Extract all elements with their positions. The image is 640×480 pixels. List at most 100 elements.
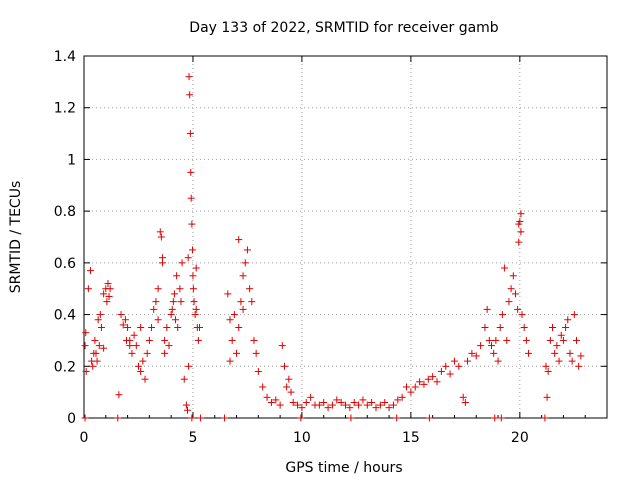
data-point: [188, 414, 196, 422]
data-point: [143, 349, 151, 357]
data-point: [283, 383, 291, 391]
data-point: [263, 393, 271, 401]
data-point: [551, 349, 559, 357]
data-point: [189, 285, 197, 293]
data-point: [498, 311, 506, 319]
data-point: [226, 316, 234, 324]
data-point: [509, 272, 517, 280]
data-point: [248, 298, 256, 306]
data-point: [389, 401, 397, 409]
data-point: [182, 401, 190, 409]
data-point: [150, 305, 158, 313]
data-point: [94, 316, 102, 324]
data-point: [520, 324, 528, 331]
data-point: [106, 285, 114, 293]
data-point: [324, 404, 332, 412]
data-point: [174, 324, 182, 331]
data-point: [170, 290, 178, 298]
data-point: [450, 357, 458, 365]
data-point: [93, 357, 101, 365]
data-point: [515, 238, 523, 246]
data-point: [491, 414, 499, 422]
x-tick-label: 0: [80, 430, 89, 446]
data-point: [496, 324, 504, 331]
data-point: [446, 370, 454, 378]
data-point: [246, 285, 254, 293]
data-point: [483, 305, 491, 313]
data-point: [114, 414, 122, 422]
data-point: [224, 290, 232, 298]
data-point: [492, 336, 500, 344]
y-tick-label: 0.2: [54, 359, 76, 375]
data-point: [228, 336, 236, 344]
data-point: [505, 298, 513, 306]
data-point: [468, 349, 476, 357]
data-point: [152, 298, 160, 306]
data-point: [481, 324, 489, 331]
data-point: [173, 272, 181, 280]
data-point: [187, 194, 195, 202]
data-point: [243, 246, 251, 254]
x-tick-label: 10: [293, 430, 311, 446]
y-tick-label: 1.2: [54, 101, 76, 117]
data-point: [544, 367, 552, 375]
data-point: [433, 378, 441, 386]
data-point: [165, 342, 173, 350]
chart-title: Day 133 of 2022, SRMTID for receiver gam…: [189, 20, 499, 36]
data-point: [549, 324, 557, 331]
data-point: [347, 414, 355, 422]
data-point: [237, 298, 245, 306]
data-point: [82, 367, 90, 375]
data-point: [128, 349, 136, 357]
data-point: [411, 383, 419, 391]
data-point: [525, 349, 533, 357]
data-point: [167, 311, 175, 319]
data-point: [570, 311, 578, 319]
data-point: [235, 324, 243, 331]
data-point: [333, 396, 341, 404]
data-point: [87, 267, 95, 275]
data-point: [276, 401, 284, 409]
x-tick-label: 15: [402, 430, 420, 446]
data-point: [517, 228, 525, 236]
data-point: [226, 357, 234, 365]
data-point: [100, 290, 108, 298]
data-point: [95, 342, 103, 350]
data-point: [522, 336, 530, 344]
data-point: [189, 246, 197, 254]
data-point: [192, 264, 200, 272]
data-points: [81, 73, 585, 422]
data-point: [562, 324, 570, 331]
data-point: [252, 349, 260, 357]
data-point: [472, 352, 480, 360]
data-point: [188, 220, 196, 228]
data-point: [464, 357, 472, 365]
data-point: [137, 367, 145, 375]
data-point: [307, 393, 315, 401]
data-point: [297, 414, 305, 422]
data-point: [394, 396, 402, 404]
data-point: [564, 316, 572, 324]
data-point: [239, 305, 247, 313]
data-point: [104, 280, 112, 288]
data-point: [511, 290, 519, 298]
data-point: [442, 362, 450, 370]
data-point: [328, 401, 336, 409]
data-point: [546, 336, 554, 344]
data-point: [381, 398, 389, 406]
data-point: [185, 362, 193, 370]
data-point: [132, 342, 140, 350]
data-point: [89, 362, 97, 370]
data-point: [566, 349, 574, 357]
data-point: [555, 357, 563, 365]
data-point: [337, 398, 345, 406]
data-point: [126, 342, 134, 350]
data-point: [137, 324, 145, 331]
data-point: [154, 285, 162, 293]
data-point: [477, 342, 485, 350]
data-point: [363, 401, 371, 409]
data-point: [557, 331, 565, 339]
data-point: [420, 380, 428, 388]
data-point: [497, 414, 505, 422]
data-point: [239, 272, 247, 280]
